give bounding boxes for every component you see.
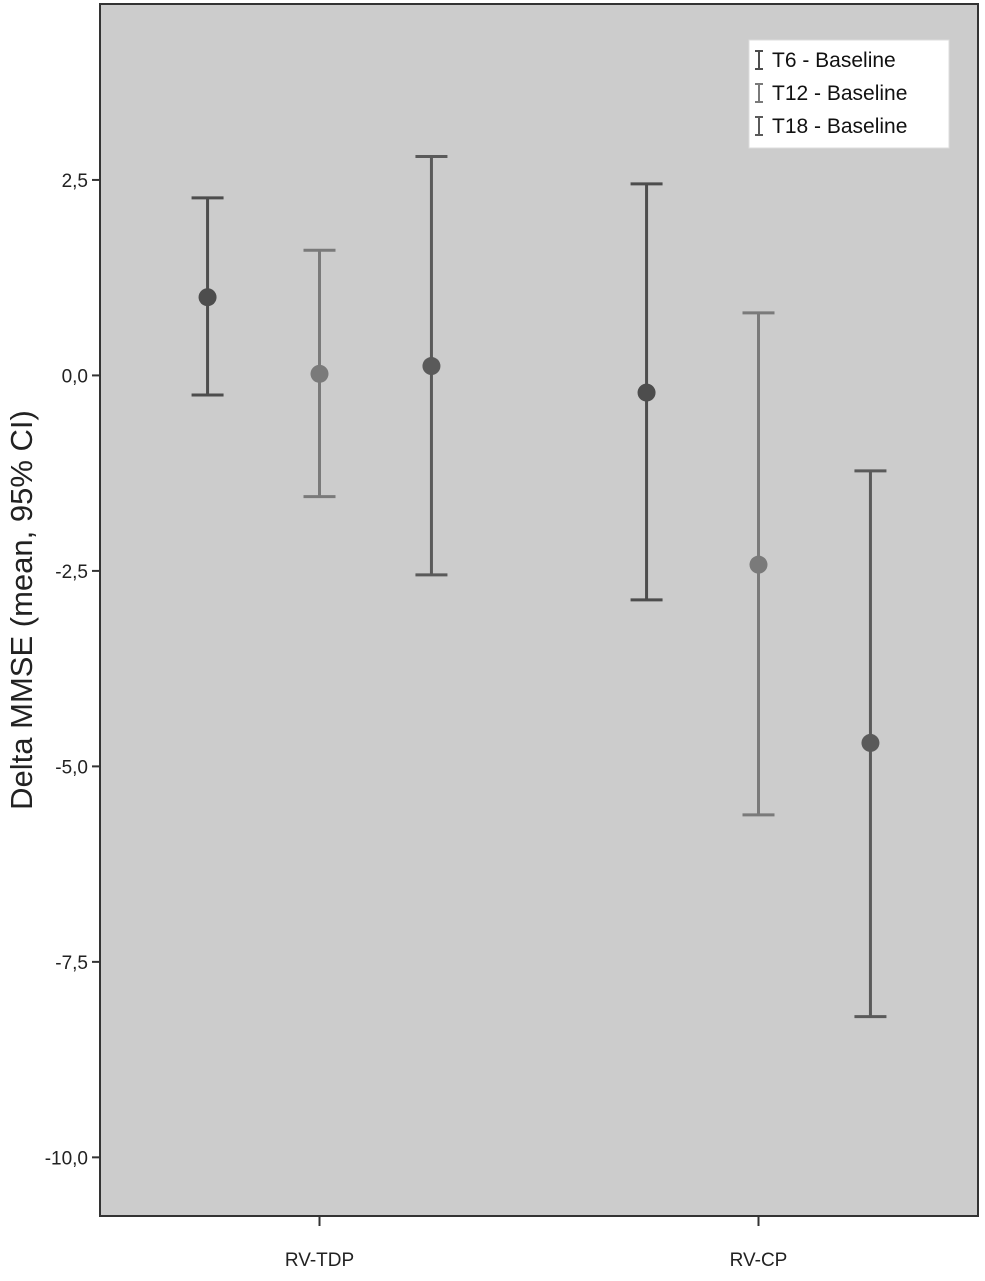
error-bar — [742, 311, 775, 817]
legend-entry: T6 - Baseline — [755, 49, 896, 72]
x-category-label: RV-TDP — [285, 1250, 354, 1271]
legend-label: T6 - Baseline — [772, 49, 896, 72]
error-bar — [854, 469, 887, 1019]
y-axis-label: Delta MMSE (mean, 95% CI) — [4, 410, 39, 810]
legend-label: T18 - Baseline — [772, 115, 907, 138]
legend-entry: T18 - Baseline — [755, 115, 907, 138]
legend-label: T12 - Baseline — [772, 82, 907, 105]
error-bar — [303, 248, 336, 499]
mean-point — [861, 733, 880, 752]
y-tick-label: 2,5 — [62, 171, 88, 192]
mean-point — [310, 364, 329, 383]
y-tick-label: -2,5 — [55, 562, 88, 583]
y-axis: 2,5 0,0 -2,5 -5,0 -7,5 -10,0 — [45, 171, 100, 1169]
y-tick-label: -7,5 — [55, 953, 88, 974]
y-tick-label: -5,0 — [55, 757, 88, 778]
error-bar — [630, 182, 663, 602]
x-axis: RV-TDP RV-CP — [285, 1216, 788, 1271]
x-category-label: RV-CP — [730, 1250, 788, 1271]
plot-area — [99, 3, 979, 1217]
legend: T6 - Baseline T12 - Baseline T18 - Baselin… — [748, 39, 950, 149]
mean-point — [749, 555, 768, 574]
y-tick-label: -10,0 — [45, 1148, 88, 1169]
error-bar — [191, 196, 224, 397]
error-bars — [191, 154, 887, 1019]
y-tick-label: 0,0 — [62, 366, 88, 387]
mean-point — [198, 288, 217, 307]
legend-box — [748, 39, 950, 149]
legend-entry: T12 - Baseline — [755, 82, 907, 105]
error-bar — [415, 154, 448, 577]
mean-point — [637, 383, 656, 402]
mean-point — [422, 357, 441, 376]
